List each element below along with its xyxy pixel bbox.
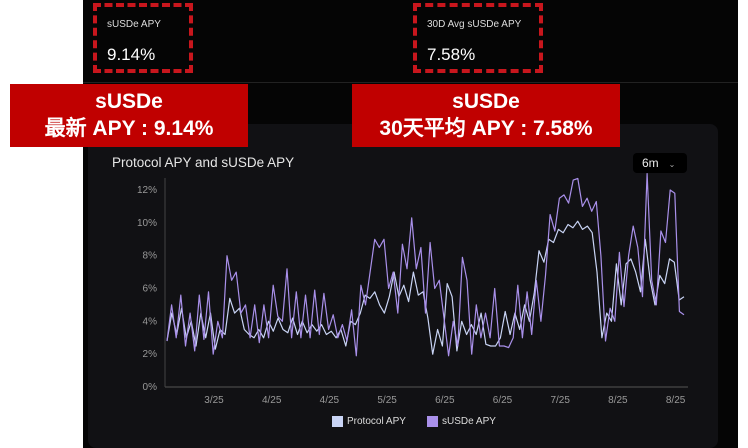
y-tick-label: 2% <box>143 349 158 360</box>
annotation-latest-apy: sUSDe 最新 APY : 9.14% <box>10 84 248 147</box>
x-tick-label: 7/25 <box>550 395 570 406</box>
annotation-line: 最新 APY : 9.14% <box>44 117 214 140</box>
y-tick-label: 6% <box>143 284 158 295</box>
range-select[interactable]: 6m ⌄ <box>633 153 687 173</box>
x-tick-label: 6/25 <box>493 395 513 406</box>
y-tick-label: 8% <box>143 251 158 262</box>
legend-susde[interactable]: sUSDe APY <box>427 416 496 427</box>
legend-swatch <box>332 416 343 427</box>
legend-swatch <box>427 416 438 427</box>
stat-label: 30D Avg sUSDe APY <box>427 19 522 30</box>
y-tick-label: 10% <box>137 218 157 229</box>
series-line-susde-apy <box>166 173 685 357</box>
chart-title: Protocol APY and sUSDe APY <box>112 155 295 170</box>
x-tick-label: 8/25 <box>608 395 628 406</box>
x-tick-label: 5/25 <box>377 395 397 406</box>
y-tick-label: 0% <box>143 382 158 393</box>
header-divider <box>83 82 738 83</box>
chevron-down-icon: ⌄ <box>668 160 676 169</box>
annotation-line: sUSDe <box>452 90 520 113</box>
range-value: 6m <box>642 156 659 170</box>
y-tick-label: 12% <box>137 185 157 196</box>
annotation-line: sUSDe <box>95 90 163 113</box>
x-tick-label: 3/25 <box>204 395 224 406</box>
legend-label: Protocol APY <box>347 416 406 427</box>
x-tick-label: 4/25 <box>320 395 340 406</box>
stat-susde-apy: sUSDe APY 9.14% <box>93 3 193 73</box>
stat-value: 7.58% <box>427 45 476 64</box>
annotation-30d-avg: sUSDe 30天平均 APY : 7.58% <box>352 84 620 147</box>
legend-protocol[interactable]: Protocol APY <box>332 416 406 427</box>
x-tick-label: 8/25 <box>666 395 686 406</box>
annotation-line: 30天平均 APY : 7.58% <box>379 117 593 140</box>
legend-label: sUSDe APY <box>442 416 496 427</box>
stat-label: sUSDe APY <box>107 19 161 30</box>
x-tick-label: 4/25 <box>262 395 282 406</box>
stat-value: 9.14% <box>107 45 156 64</box>
y-tick-label: 4% <box>143 316 158 327</box>
x-tick-label: 6/25 <box>435 395 455 406</box>
stat-30d-avg-apy: 30D Avg sUSDe APY 7.58% <box>413 3 543 73</box>
